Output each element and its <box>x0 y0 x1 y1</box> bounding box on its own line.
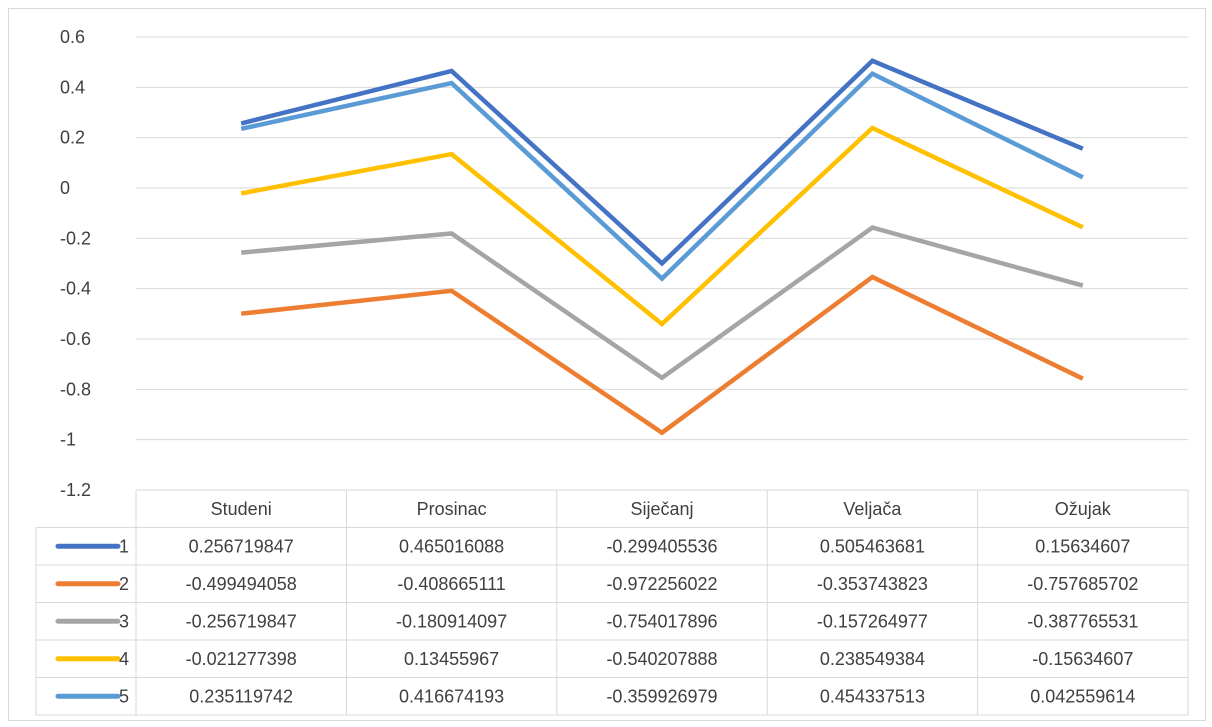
legend-label: 4 <box>119 649 129 669</box>
table-value-cell: 0.235119742 <box>189 686 293 706</box>
table-value-cell: -0.757685702 <box>1027 574 1138 594</box>
y-tick-label: -1 <box>60 430 76 450</box>
table-header-cell: Ožujak <box>1055 499 1112 519</box>
table-value-cell: -0.15634607 <box>1032 649 1133 669</box>
table-value-cell: -0.499494058 <box>186 574 297 594</box>
table-value-cell: 0.042559614 <box>1030 686 1135 706</box>
table-value-cell: 0.416674193 <box>399 686 504 706</box>
table-header-cell: Veljača <box>843 499 902 519</box>
y-tick-label: -0.8 <box>60 379 91 399</box>
y-tick-label: 0.6 <box>60 27 85 47</box>
table-value-cell: -0.256719847 <box>186 611 297 631</box>
y-tick-label: 0 <box>60 178 70 198</box>
table-value-cell: -0.021277398 <box>186 649 297 669</box>
table-value-cell: 0.256719847 <box>189 536 294 556</box>
table-value-cell: 0.465016088 <box>399 536 504 556</box>
y-tick-label: 0.4 <box>60 77 85 97</box>
y-tick-label: -0.6 <box>60 329 91 349</box>
table-value-cell: -0.299405536 <box>606 536 717 556</box>
table-value-cell: -0.157264977 <box>817 611 928 631</box>
table-value-cell: 0.15634607 <box>1035 536 1130 556</box>
table-value-cell: -0.754017896 <box>606 611 717 631</box>
table-header-cell: Studeni <box>211 499 272 519</box>
y-tick-label: -0.2 <box>60 228 91 248</box>
series-line-4 <box>240 125 1084 327</box>
y-tick-label: 0.2 <box>60 128 85 148</box>
table-header-cell: Prosinac <box>417 499 487 519</box>
legend-label: 1 <box>119 536 129 556</box>
table-header-cell: Siječanj <box>630 499 693 519</box>
legend-label: 2 <box>119 574 129 594</box>
table-value-cell: 0.505463681 <box>820 536 925 556</box>
table-value-cell: -0.408665111 <box>397 574 505 594</box>
y-tick-label: -0.4 <box>60 279 91 299</box>
series-line-5 <box>240 70 1084 282</box>
legend-label: 5 <box>119 686 129 706</box>
table-value-cell: -0.359926979 <box>606 686 717 706</box>
table-value-cell: 0.454337513 <box>820 686 925 706</box>
table-value-cell: -0.387765531 <box>1027 611 1138 631</box>
table-value-cell: 0.13455967 <box>404 649 499 669</box>
y-tick-label: -1.2 <box>60 480 91 500</box>
table-value-cell: -0.180914097 <box>396 611 507 631</box>
series-line-3 <box>240 225 1084 381</box>
table-value-cell: 0.238549384 <box>820 649 925 669</box>
table-value-cell: -0.540207888 <box>606 649 717 669</box>
series-line-2 <box>240 274 1084 436</box>
legend-label: 3 <box>119 611 129 631</box>
series-line-1 <box>240 58 1084 267</box>
table-value-cell: -0.353743823 <box>817 574 928 594</box>
table-value-cell: -0.972256022 <box>606 574 717 594</box>
